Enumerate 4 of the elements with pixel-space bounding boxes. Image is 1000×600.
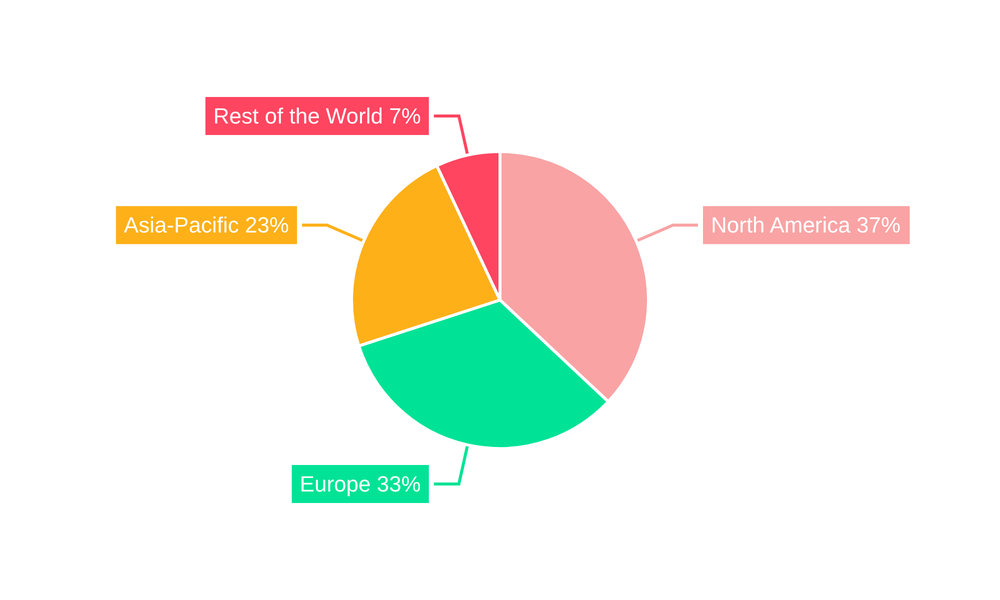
slice-label: Europe 33% [300, 471, 421, 496]
slice-label: Rest of the World 7% [213, 104, 421, 129]
slice-label: Asia-Pacific 23% [124, 212, 290, 238]
slice-label: North America 37% [710, 212, 901, 238]
